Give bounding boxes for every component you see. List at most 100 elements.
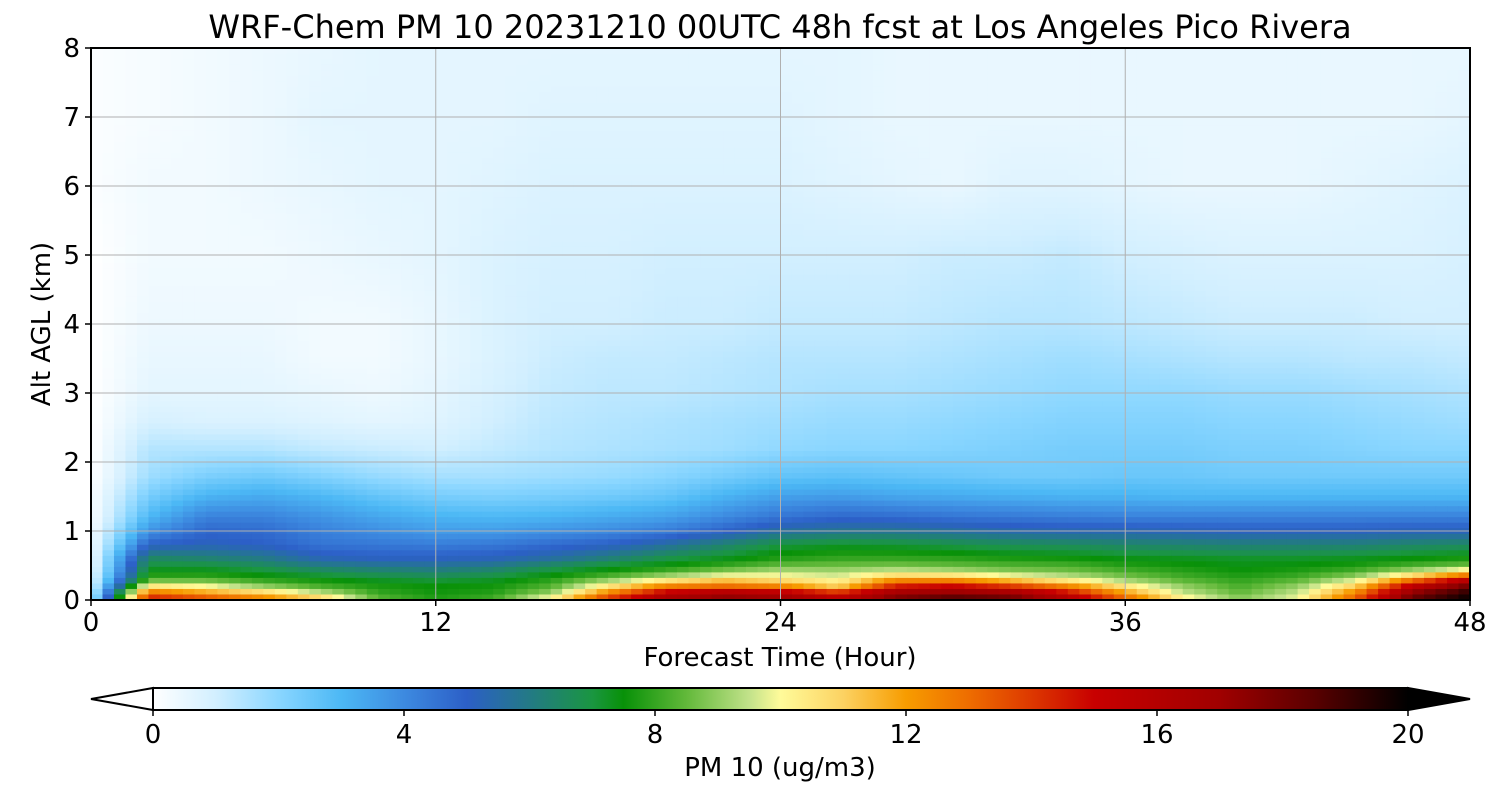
heatmap-cell	[780, 241, 793, 248]
heatmap-cell	[286, 268, 299, 275]
heatmap-cell	[849, 70, 862, 77]
heatmap-cell	[1010, 163, 1023, 171]
heatmap-cell	[1148, 180, 1161, 187]
heatmap-cell	[883, 103, 897, 110]
heatmap-cell	[355, 48, 368, 55]
heatmap-cell	[286, 158, 299, 165]
heatmap-cell	[585, 64, 598, 71]
heatmap-cell	[1033, 97, 1046, 104]
heatmap-cell	[1320, 257, 1333, 264]
heatmap-cell	[91, 219, 104, 226]
heatmap-cell	[447, 169, 460, 176]
heatmap-cell	[516, 92, 529, 99]
heatmap-cell	[1458, 147, 1470, 154]
heatmap-cell	[619, 81, 632, 88]
heatmap-cell	[504, 147, 517, 154]
heatmap-cell	[389, 97, 402, 104]
heatmap-cell	[929, 59, 942, 66]
heatmap-cell	[1458, 213, 1470, 220]
heatmap-cell	[251, 70, 264, 77]
heatmap-cell	[1412, 152, 1425, 159]
heatmap-cell	[1205, 180, 1218, 187]
heatmap-cell	[136, 180, 150, 187]
heatmap-cell	[539, 103, 552, 110]
heatmap-cell	[378, 125, 391, 132]
heatmap-cell	[608, 191, 621, 198]
heatmap-cell	[148, 108, 161, 115]
heatmap-cell	[849, 230, 862, 237]
heatmap-cell	[746, 86, 759, 93]
heatmap-cell	[1274, 257, 1287, 264]
heatmap-cell	[1125, 125, 1138, 132]
heatmap-cell	[975, 197, 988, 204]
heatmap-cell	[182, 263, 196, 270]
heatmap-cell	[665, 53, 678, 60]
heatmap-cell	[918, 169, 931, 176]
heatmap-cell	[447, 263, 460, 270]
heatmap-cell	[1067, 92, 1080, 99]
heatmap-cell	[746, 125, 759, 132]
heatmap-cell	[837, 152, 851, 159]
heatmap-cell	[355, 257, 368, 264]
heatmap-cell	[148, 81, 161, 88]
heatmap-cell	[91, 202, 104, 209]
heatmap-cell	[102, 224, 115, 231]
heatmap-cell	[412, 202, 425, 209]
heatmap-cell	[1067, 230, 1080, 237]
heatmap-cell	[1021, 136, 1034, 143]
heatmap-cell	[654, 108, 667, 115]
heatmap-cell	[424, 235, 437, 242]
heatmap-cell	[746, 224, 759, 231]
heatmap-cell	[883, 86, 897, 93]
heatmap-cell	[1205, 158, 1218, 165]
heatmap-cell	[516, 263, 529, 270]
heatmap-cell	[1136, 59, 1149, 66]
heatmap-cell	[757, 147, 770, 154]
heatmap-cell	[1240, 125, 1253, 132]
heatmap-cell	[366, 75, 379, 82]
heatmap-cell	[1021, 103, 1034, 110]
heatmap-cell	[539, 108, 552, 115]
heatmap-cell	[1286, 186, 1299, 193]
heatmap-cell	[1205, 75, 1218, 82]
heatmap-cell	[125, 158, 138, 165]
heatmap-cell	[1056, 202, 1069, 209]
heatmap-cell	[205, 163, 219, 171]
heatmap-cell	[527, 163, 540, 171]
heatmap-cell	[1194, 213, 1207, 220]
heatmap-cell	[562, 191, 575, 198]
heatmap-cell	[952, 147, 965, 154]
heatmap-cell	[297, 130, 310, 137]
heatmap-cell	[1251, 158, 1264, 165]
heatmap-cell	[424, 81, 437, 88]
heatmap-cell	[1378, 108, 1391, 115]
heatmap-cell	[1320, 59, 1333, 66]
heatmap-cell	[837, 48, 851, 55]
heatmap-cell	[1389, 108, 1402, 115]
heatmap-cell	[1182, 70, 1195, 77]
heatmap-cell	[642, 268, 655, 275]
heatmap-cell	[171, 81, 184, 88]
heatmap-cell	[562, 208, 575, 215]
heatmap-cell	[1010, 147, 1023, 154]
heatmap-cell	[608, 186, 621, 193]
heatmap-cell	[860, 208, 874, 215]
heatmap-cell	[274, 103, 287, 110]
heatmap-cell	[1159, 97, 1172, 104]
heatmap-cell	[332, 92, 345, 99]
heatmap-cell	[1263, 92, 1276, 99]
heatmap-cell	[1090, 59, 1103, 66]
heatmap-cell	[1205, 108, 1218, 115]
heatmap-cell	[918, 163, 931, 171]
heatmap-cell	[826, 53, 839, 60]
heatmap-cell	[240, 213, 253, 220]
heatmap-cell	[458, 197, 471, 204]
heatmap-cell	[791, 48, 805, 55]
heatmap-cell	[814, 64, 828, 71]
heatmap-cell	[895, 224, 908, 231]
heatmap-cell	[1136, 230, 1149, 237]
heatmap-cell	[1378, 130, 1391, 137]
heatmap-cell	[975, 191, 988, 198]
heatmap-cell	[952, 208, 965, 215]
heatmap-cell	[424, 208, 437, 215]
